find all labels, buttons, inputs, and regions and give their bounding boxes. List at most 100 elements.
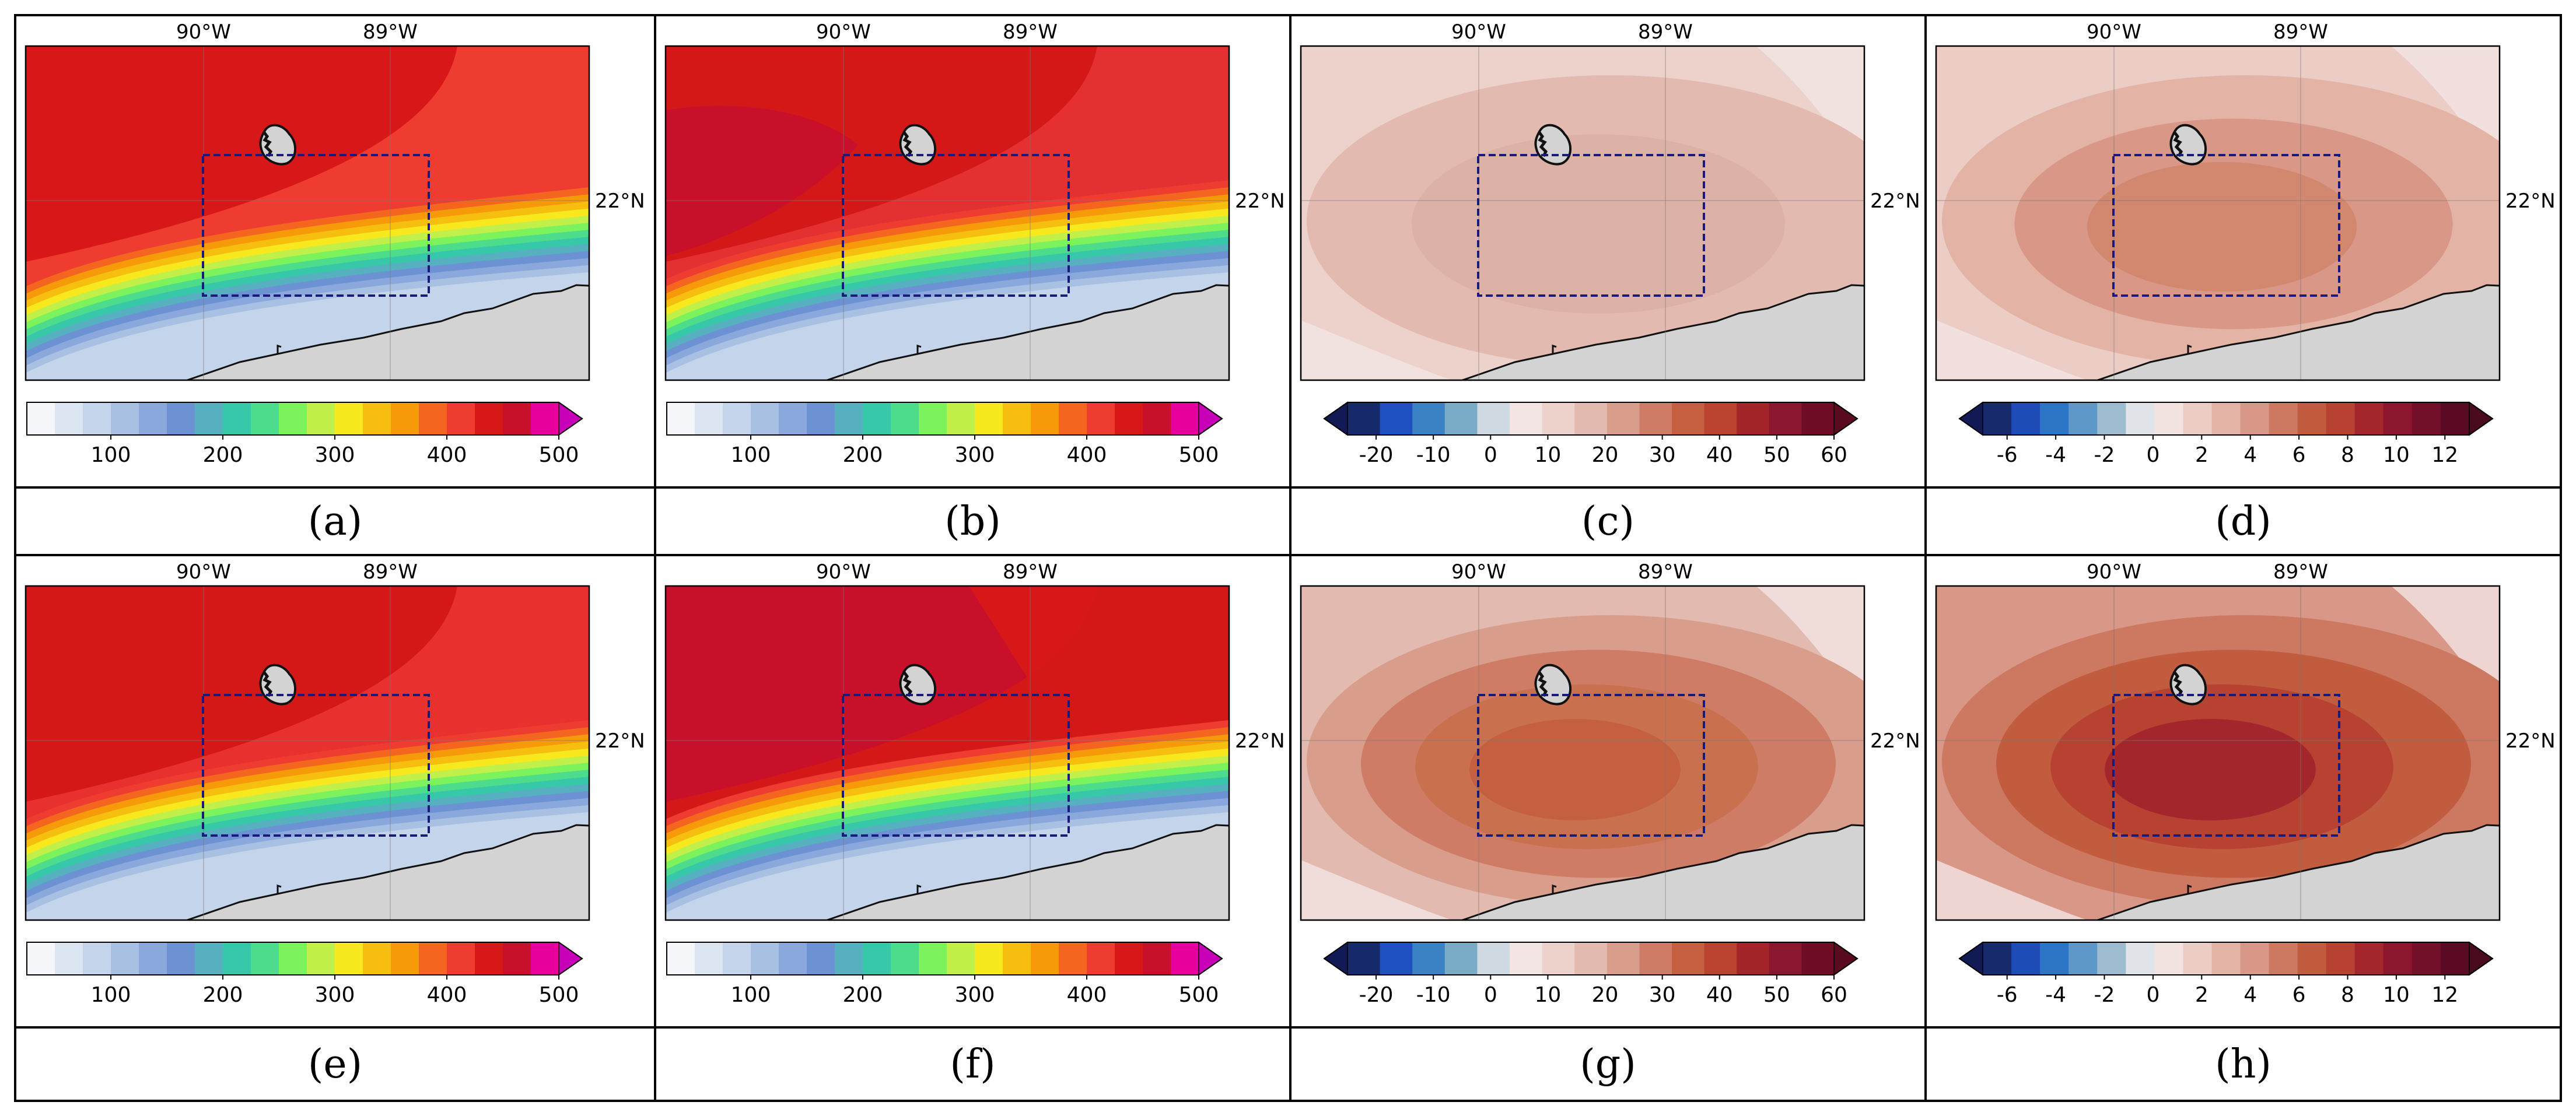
colorbar-swatch <box>863 942 891 975</box>
colorbar-swatch <box>1542 942 1575 975</box>
colorbar-swatch <box>1510 402 1543 435</box>
colorbar-swatch <box>2183 942 2213 975</box>
colorbar-extend-max <box>2469 401 2494 436</box>
panel-label-cell: (e) <box>15 1027 655 1101</box>
map-d: 90°W 89°W 22°N -6 -4 -2 0 2 4 6 8 10 12 <box>1935 20 2556 467</box>
colorbar-swatch <box>55 402 83 435</box>
colorbar-swatch <box>1737 942 1770 975</box>
colorbar-swatch <box>223 402 251 435</box>
panel-label: (f) <box>950 1041 996 1087</box>
colorbar-tick-label: -6 <box>1997 983 2018 1007</box>
colorbar-swatch <box>2326 402 2356 435</box>
panel-label: (b) <box>944 498 1001 545</box>
colorbar-tick-label: 200 <box>203 443 243 467</box>
colorbar-tick-label: 100 <box>731 983 771 1007</box>
colorbar-extend-max <box>1833 401 1859 436</box>
colorbar-swatch <box>27 402 55 435</box>
lon-label-90w: 90°W <box>1451 560 1506 584</box>
map-g: 90°W 89°W 22°N -20 -10 0 10 20 30 40 50 60 <box>1300 560 1920 1007</box>
colorbar-swatch <box>695 402 723 435</box>
colorbar-swatch <box>1983 942 2012 975</box>
colorbar-swatch <box>83 942 111 975</box>
colorbar-tick-label: 400 <box>1067 443 1107 467</box>
lon-label-89w: 89°W <box>1003 560 1058 584</box>
colorbar-swatch <box>419 402 447 435</box>
colorbar-tick-label: 200 <box>843 443 883 467</box>
map-a: 90°W 89°W 22°N 100 200 300 400 500 <box>24 20 645 467</box>
colorbar-swatch <box>251 942 279 975</box>
colorbar-tick-label: 500 <box>539 443 579 467</box>
colorbar-swatch <box>1143 942 1171 975</box>
colorbar-swatch <box>1031 942 1059 975</box>
lat-label-22n: 22°N <box>1235 189 1285 213</box>
colorbar-swatch <box>55 942 83 975</box>
lon-label-89w: 89°W <box>1003 20 1058 44</box>
colorbar-swatch <box>2440 942 2470 975</box>
colorbar-tick-label: 400 <box>427 983 467 1007</box>
panel-a: 90°W 89°W 22°N 100 200 300 400 500 <box>15 15 655 487</box>
panel-c: 90°W 89°W 22°N -20 -10 0 10 20 30 40 50 60 <box>1290 15 1926 487</box>
map-f: 90°W 89°W 22°N 100 200 300 400 500 <box>664 560 1285 1007</box>
colorbar-swatch <box>1003 942 1031 975</box>
colorbar-tick-label: -2 <box>2094 983 2115 1007</box>
colorbar-swatch <box>2440 402 2470 435</box>
panel-label-cell: (c) <box>1290 487 1926 555</box>
colorbar-tick-label: 0 <box>2146 443 2160 467</box>
colorbar-swatch <box>835 402 863 435</box>
colorbar-swatch <box>947 402 975 435</box>
colorbar-tick-label: 300 <box>955 443 995 467</box>
colorbar-extend-min <box>1323 401 1348 436</box>
colorbar-swatch <box>419 942 447 975</box>
lat-label-22n: 22°N <box>2505 189 2556 213</box>
colorbar-swatch <box>1639 402 1672 435</box>
colorbar-swatch <box>111 402 139 435</box>
colorbar-swatch <box>475 942 503 975</box>
colorbar-swatch <box>1477 942 1510 975</box>
map-h: 90°W 89°W 22°N -6 -4 -2 0 2 4 6 8 10 12 <box>1935 560 2556 1007</box>
colorbar-tick-label: -4 <box>2045 983 2066 1007</box>
colorbar-tick-label: 300 <box>955 983 995 1007</box>
colorbar-swatch <box>1412 942 1446 975</box>
colorbar: 100 200 300 400 500 <box>666 401 1223 467</box>
panel-label: (a) <box>307 498 363 545</box>
panel-g: 90°W 89°W 22°N -20 -10 0 10 20 30 40 50 60 <box>1290 555 1926 1027</box>
colorbar-swatch <box>863 402 891 435</box>
panel-e: 90°W 89°W 22°N 100 200 300 400 500 <box>15 555 655 1027</box>
colorbar-swatch <box>1672 402 1705 435</box>
lon-label-90w: 90°W <box>176 560 231 584</box>
colorbar-swatch <box>2011 942 2041 975</box>
colorbar-swatch <box>1115 942 1143 975</box>
colorbar-swatch <box>751 402 779 435</box>
panel-label: (g) <box>1580 1041 1636 1087</box>
colorbar-swatch <box>1444 402 1478 435</box>
colorbar-extend-min <box>1958 401 1983 436</box>
map-e: 90°W 89°W 22°N 100 200 300 400 500 <box>24 560 645 1007</box>
colorbar: 100 200 300 400 500 <box>26 941 583 1007</box>
colorbar-tick-label: 10 <box>1535 443 1562 467</box>
panel-label: (e) <box>307 1041 363 1087</box>
colorbar-swatch <box>1542 402 1575 435</box>
panel-label-cell: (a) <box>15 487 655 555</box>
colorbar-swatch <box>1639 942 1672 975</box>
colorbar-swatch <box>1477 402 1510 435</box>
colorbar: -6 -4 -2 0 2 4 6 8 10 12 <box>1958 941 2494 1007</box>
lat-label-22n: 22°N <box>1870 729 1920 753</box>
colorbar-swatch <box>947 942 975 975</box>
lat-label-22n: 22°N <box>1870 189 1920 213</box>
colorbar-swatch <box>167 942 195 975</box>
colorbar-tick-label: 500 <box>1179 983 1219 1007</box>
colorbar: 100 200 300 400 500 <box>666 941 1223 1007</box>
colorbar-swatch <box>1059 942 1087 975</box>
lat-label-22n: 22°N <box>1235 729 1285 753</box>
panel-f: 90°W 89°W 22°N 100 200 300 400 500 <box>655 555 1290 1027</box>
colorbar-swatch <box>1801 402 1835 435</box>
colorbar-swatch <box>1087 402 1115 435</box>
colorbar-swatch <box>307 942 335 975</box>
lon-label-90w: 90°W <box>816 560 871 584</box>
colorbar-tick-label: 60 <box>1821 983 1847 1007</box>
colorbar-swatch <box>195 402 223 435</box>
colorbar-swatch <box>1031 402 1059 435</box>
colorbar-swatch <box>807 402 835 435</box>
colorbar-swatch <box>475 402 503 435</box>
colorbar-swatch <box>139 402 167 435</box>
